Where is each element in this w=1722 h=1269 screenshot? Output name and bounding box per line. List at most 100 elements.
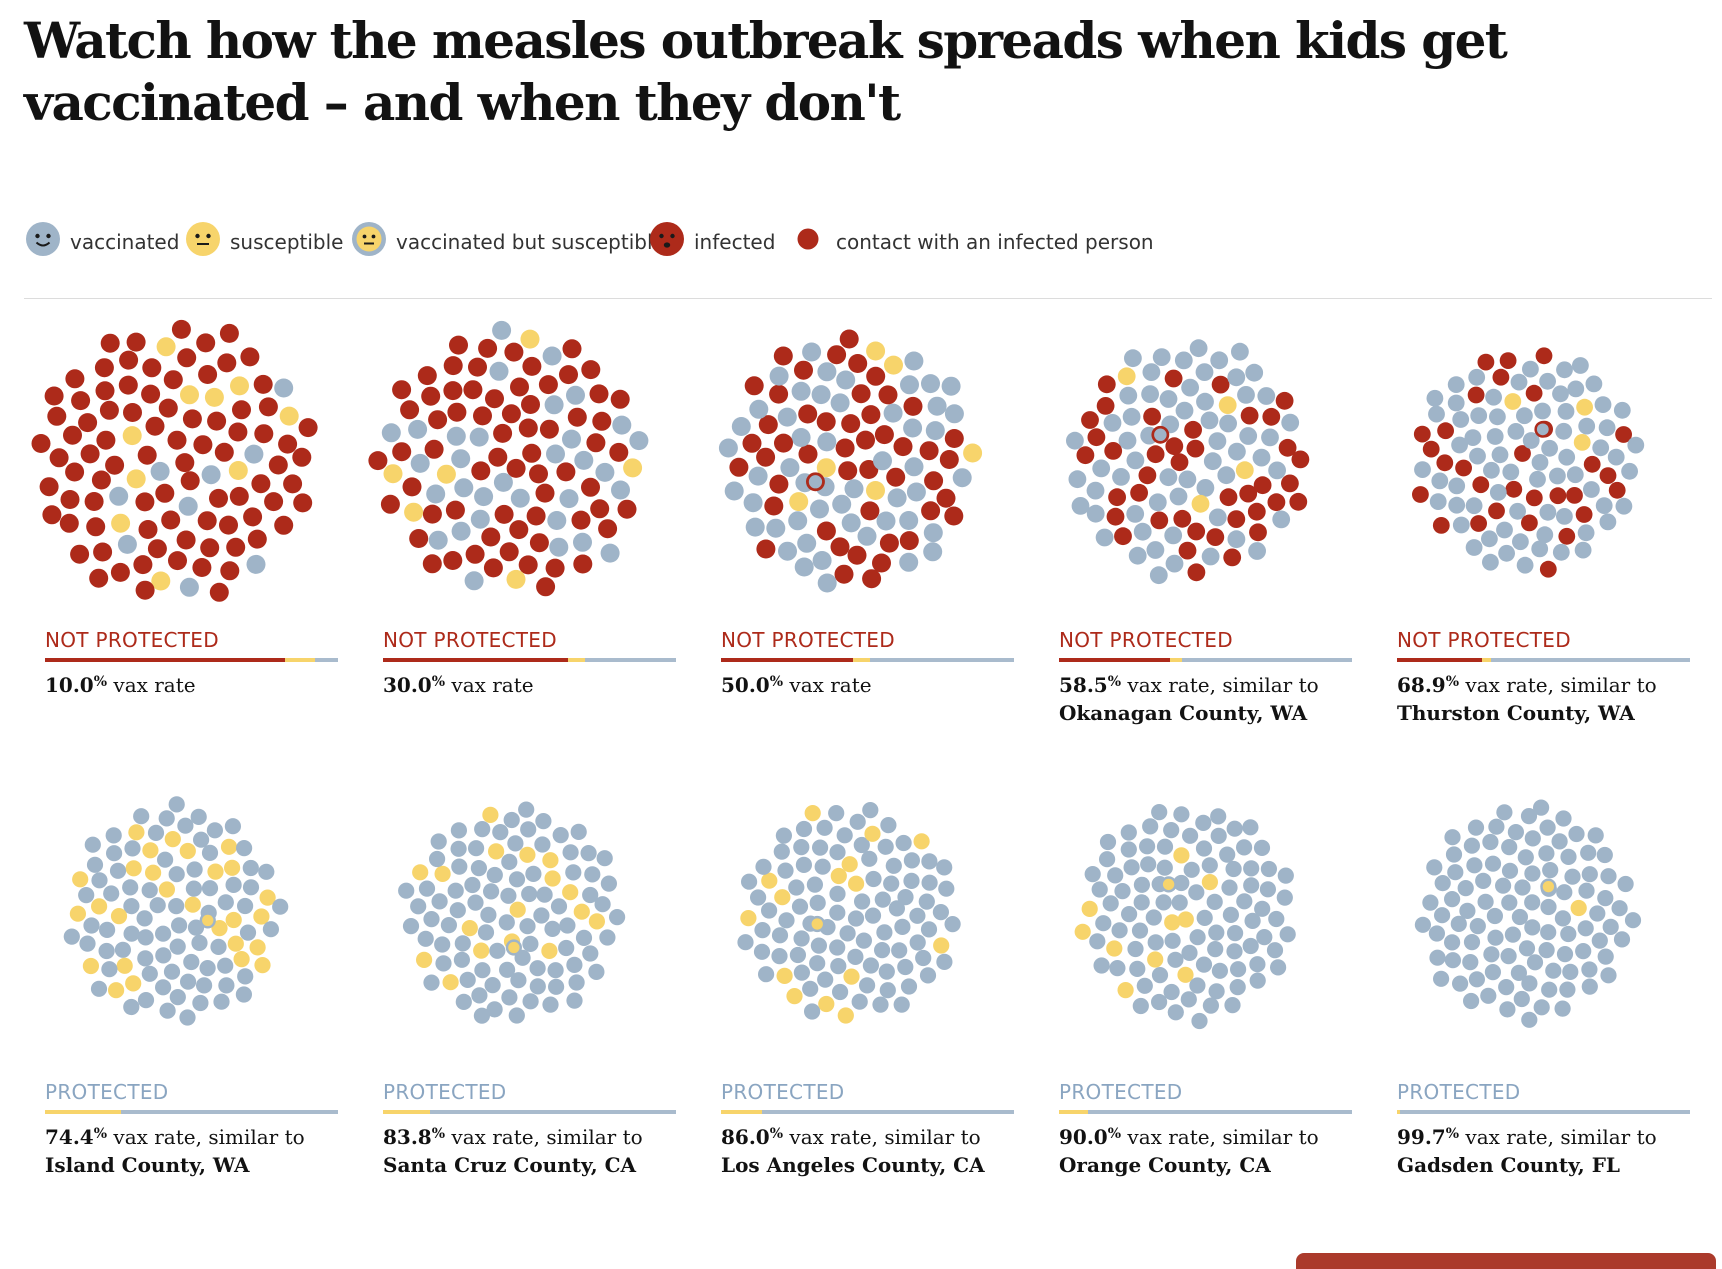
dot-vaccinated <box>155 947 172 964</box>
dot-vaccinated <box>1556 361 1573 379</box>
dot-vaccinated <box>874 891 891 908</box>
dot-vaccinated <box>1585 375 1603 393</box>
protection-status: PROTECTED <box>383 1080 507 1104</box>
dot-infected <box>1146 445 1165 464</box>
dot-vaccinated <box>836 827 853 844</box>
vax-rate-value: 68.9 <box>1397 673 1446 697</box>
percent-sign: % <box>769 1126 784 1142</box>
dot-vaccinated <box>1206 893 1223 910</box>
dot-vaccinated <box>1268 910 1285 928</box>
dot-vaccinated <box>1133 522 1152 541</box>
dot-vaccinated <box>1261 428 1279 447</box>
dot-vaccinated <box>849 813 866 830</box>
dot-vaccinated <box>1465 497 1483 515</box>
dot-vaccinated <box>242 879 260 896</box>
dot-infected <box>1240 406 1259 425</box>
dot-vaccinated <box>1597 890 1614 907</box>
dot-vaccinated <box>797 533 817 553</box>
dot-vaccinated <box>1145 909 1162 926</box>
dot-vaccinated <box>921 874 938 891</box>
dot-infected <box>886 467 906 487</box>
protection-status: NOT PROTECTED <box>1397 628 1571 652</box>
dot-vaccinated <box>1167 951 1184 968</box>
dot-vaccinated <box>1524 830 1541 847</box>
bar-segment-susceptible <box>1481 658 1491 662</box>
dot-vaccinated <box>547 962 564 979</box>
dot-infected <box>402 477 422 497</box>
dot-infected <box>838 461 858 481</box>
dot-vaccinated <box>804 1003 821 1020</box>
dot-vaccinated <box>486 1001 503 1018</box>
vax-rate-value: 74.4 <box>45 1125 94 1149</box>
dot-infected <box>226 537 246 557</box>
dot-infected <box>65 462 85 482</box>
dot-vaccinated <box>451 449 471 469</box>
dot-vaccinated <box>897 958 914 976</box>
dot-vaccinated <box>1434 875 1451 892</box>
dot-infected <box>936 488 956 508</box>
dot-vaccinated <box>546 444 565 464</box>
vax-rate-value: 86.0 <box>721 1125 770 1149</box>
dot-vaccinated <box>761 902 778 919</box>
legend-label: vaccinated <box>70 230 180 254</box>
dot-infected <box>848 354 868 373</box>
dot-vaccinated <box>1510 373 1528 391</box>
dot-vaccinated <box>1539 372 1556 390</box>
replay-button[interactable] <box>1296 1253 1716 1269</box>
dot-infected <box>214 442 234 462</box>
dot-vaccinated <box>1488 818 1505 835</box>
dot-vaccinated <box>1175 401 1194 420</box>
bar-segment-susceptible <box>285 658 315 662</box>
dot-infected <box>298 418 318 438</box>
dot-vaccinated <box>508 871 526 888</box>
dot-vaccinated <box>1254 900 1271 917</box>
dot-infected <box>1170 453 1189 472</box>
dot-vaccinated <box>1120 824 1137 841</box>
dot-vaccinated <box>1512 533 1529 551</box>
dot-vaccinated <box>1111 922 1128 939</box>
percent-sign: % <box>1107 674 1122 690</box>
dot-infected <box>562 339 582 359</box>
dot-vaccinated <box>809 955 826 972</box>
dot-infected <box>556 462 576 482</box>
dot-vaccinated <box>1211 962 1228 979</box>
dot-susceptible <box>126 469 146 489</box>
dot-susceptible <box>254 957 271 974</box>
dot-vaccinated <box>218 977 235 994</box>
dot-infected <box>1558 527 1576 545</box>
dot-infected <box>137 445 157 465</box>
dot-vaccinated <box>918 893 935 910</box>
dot-vaccinated <box>1541 981 1558 998</box>
dot-vaccinated <box>1126 451 1145 470</box>
dot-infected <box>1535 347 1553 365</box>
dot-vaccinated <box>1136 977 1153 994</box>
dot-vaccinated <box>455 993 472 1010</box>
dot-vaccinated <box>1252 448 1271 467</box>
dot-vaccinated <box>1281 413 1300 432</box>
dot-vaccinated <box>1129 960 1146 977</box>
dot-vaccinated <box>1531 454 1549 471</box>
dot-vaccinated <box>795 820 813 838</box>
dot-infected <box>1549 487 1567 505</box>
dot-infected <box>119 350 139 370</box>
dot-infected <box>1278 438 1297 457</box>
dot-vaccinated <box>1507 423 1525 440</box>
dot-infected <box>944 506 964 526</box>
dot-vaccinated <box>1463 934 1481 951</box>
dot-infected <box>171 319 191 339</box>
dot-susceptible <box>482 806 499 823</box>
dot-vaccinated <box>1239 427 1258 445</box>
dot-vaccinated <box>1120 841 1137 858</box>
dot-susceptible <box>412 864 429 881</box>
dot-infected <box>1076 446 1095 465</box>
dot-vaccinated <box>817 971 834 988</box>
dot-infected <box>589 384 609 404</box>
dot-vaccinated <box>1133 876 1150 893</box>
dot-vaccinated <box>246 554 266 574</box>
dot-susceptible <box>1201 874 1218 891</box>
dot-vaccinated <box>932 904 949 921</box>
dot-vaccinated <box>185 880 202 897</box>
dot-infected <box>573 554 593 574</box>
dot-infected <box>581 360 601 380</box>
dot-vaccinated <box>938 880 955 897</box>
